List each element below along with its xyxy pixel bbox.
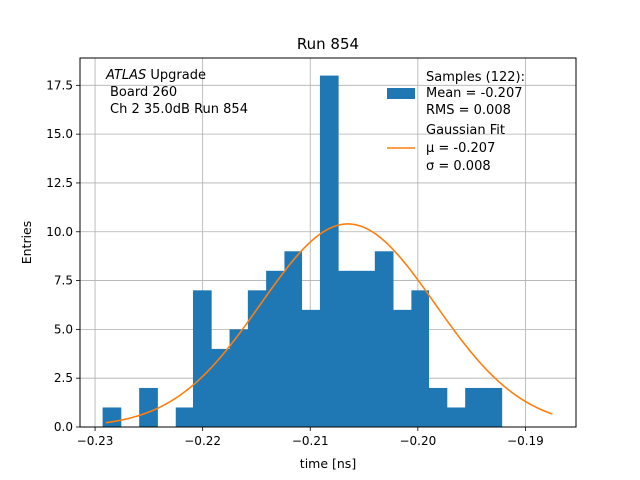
x-axis-label: time [ns] [300,456,356,471]
legend-fit-label: Gaussian Fit [426,123,505,138]
histogram-bar [465,387,484,427]
atlas-annotation: ATLAS Upgrade Board 260 Ch 2 35.0dB Run … [105,68,248,117]
y-tick-label: 17.5 [46,78,73,92]
histogram-bar [446,407,466,427]
y-axis-ticks: 0.0 2.5 5.0 7.5 10.0 12.5 15.0 17.5 [46,78,80,434]
histogram-bar [247,290,267,427]
annotation-line-2: Board 260 [110,85,177,100]
histogram-bar [192,290,212,427]
x-tick-label: −0.23 [77,434,114,448]
legend-samples-rms: RMS = 0.008 [426,103,511,118]
histogram-bars [102,75,503,428]
histogram-bar [338,270,357,427]
annotation-upgrade-text: Upgrade [146,68,206,83]
y-tick-label: 7.5 [54,274,73,288]
legend-fit-sigma: σ = 0.008 [426,159,491,174]
histogram-bar [266,270,285,427]
histogram-bar [139,387,158,427]
fit-layer [105,223,553,424]
annotation-line-3: Ch 2 35.0dB Run 854 [110,102,248,117]
annotation-atlas-text: ATLAS [105,68,146,83]
histogram-bar [102,407,122,427]
y-axis-label: Entries [19,221,34,265]
histogram-bar [483,387,503,427]
y-tick-label: 0.0 [54,420,73,434]
y-tick-label: 10.0 [46,225,73,239]
annotation-line-1: ATLAS Upgrade [105,68,206,83]
y-tick-label: 12.5 [46,176,73,190]
y-tick-label: 15.0 [46,127,73,141]
histogram-bar [175,407,194,427]
histogram-bar [411,290,429,427]
x-tick-label: −0.19 [507,434,544,448]
legend: Samples (122): Mean = -0.207 RMS = 0.008… [387,70,525,174]
y-tick-label: 5.0 [54,322,73,336]
gaussian-fit-curve [105,223,553,424]
plot-frame [79,57,577,428]
histogram-bar [356,270,376,427]
histogram-bar [284,251,303,427]
histogram-bar [229,329,249,427]
histogram-bar [374,251,394,427]
x-tick-label: −0.22 [184,434,221,448]
histogram-bar [319,75,339,428]
histogram-bar [211,348,230,427]
x-axis-ticks: −0.23 −0.22 −0.21 −0.20 −0.19 [77,427,544,448]
legend-fit-mu: μ = -0.207 [426,141,495,156]
y-tick-label: 2.5 [54,371,73,385]
histogram-bar [428,387,448,427]
legend-samples-label: Samples (122): [426,70,525,85]
x-tick-label: −0.21 [292,434,329,448]
x-tick-label: −0.20 [399,434,436,448]
chart-title: Run 854 [297,35,359,53]
histogram-bar [393,309,412,427]
histogram-bar [301,309,321,427]
legend-samples-mean: Mean = -0.207 [426,86,522,101]
legend-samples-swatch [387,88,415,99]
